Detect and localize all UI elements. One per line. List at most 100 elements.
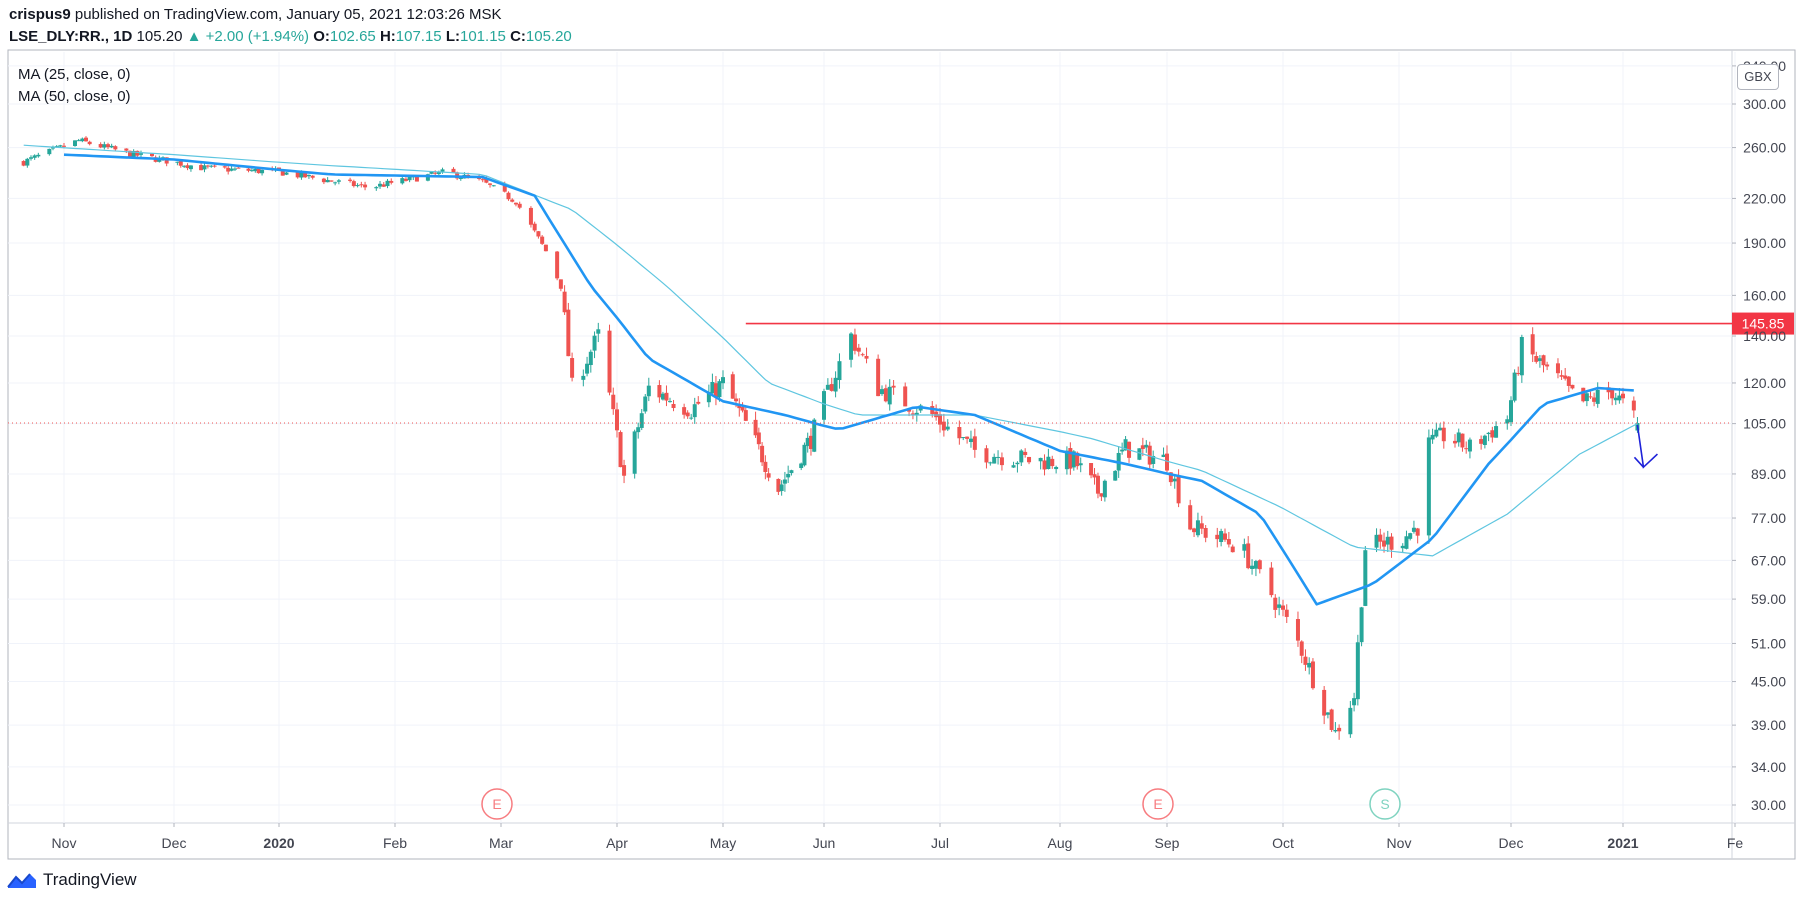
candle-body [1303,656,1308,665]
candle-body [1203,527,1208,538]
candle-body [585,363,590,374]
x-tick-label: Mar [489,835,513,851]
candle-body [776,478,781,492]
currency-badge[interactable]: GBX [1737,64,1779,90]
x-tick-label: 2021 [1607,835,1638,851]
candle-body [864,355,869,359]
candle-body [692,404,697,418]
candle-body [451,168,456,173]
candle-body [1071,451,1076,468]
candle-body [756,432,761,445]
ma50-line [23,144,1638,557]
author[interactable]: crispus9 [9,6,71,23]
x-tick-label: Feb [383,835,407,851]
candle-body [1011,465,1016,468]
candle-body [139,153,143,155]
candle-body [175,161,180,163]
candle-body [938,414,942,425]
candle-body [1322,689,1327,716]
candle-body [972,436,977,450]
candle-body [355,185,360,187]
candle-body [436,171,441,175]
candle-body [1595,389,1600,404]
candle-body [199,165,204,171]
x-tick-label: Sep [1155,835,1180,851]
candle-body [1378,534,1383,542]
candle-body [805,437,810,447]
x-tick-label: Nov [1387,835,1412,851]
candle-body [965,436,970,439]
candle-body [236,167,241,169]
y-tick-label: 120.00 [1743,375,1786,391]
candle-body [837,361,842,381]
candle-body [734,398,739,402]
event-marker-label: S [1380,796,1389,812]
candle-body [1068,448,1073,469]
candle-body [484,179,489,183]
candle-body [212,165,217,167]
candle-body [1519,336,1524,376]
candle-body [150,153,154,157]
candle-body [306,174,311,177]
candle-body [849,333,854,360]
candle-body [592,335,597,351]
candle-body [1168,472,1173,483]
moving-averages [23,144,1638,606]
candle-body [76,140,81,142]
candle-body [1617,395,1622,401]
candle-body [999,457,1004,466]
candle-body [403,178,408,181]
y-tick-label: 39.00 [1751,717,1786,733]
candle-body [566,309,571,357]
candle-body [321,178,326,183]
candle-body [359,184,364,186]
candle-body [789,470,794,474]
candle-body [802,444,807,466]
open-value: 102.65 [329,28,376,45]
candle-body [1089,463,1094,476]
candle-body [1516,373,1521,375]
earnings-event-marker [481,788,513,820]
candle-body [1610,389,1615,399]
candle-body [1337,727,1342,732]
legend-ma25[interactable]: MA (25, close, 0) [18,66,131,83]
candle-body [1464,448,1469,450]
candle-body [513,202,518,205]
candle-body [21,161,26,166]
candle-body [80,138,85,142]
candle-body [1453,440,1457,444]
candle-body [1215,534,1220,540]
candle-body [54,146,59,148]
candle-body [400,178,405,184]
candle-body [1054,466,1059,470]
candle-body [1050,458,1055,467]
candle-body [657,385,662,398]
candle-body [1374,534,1379,548]
candle-body [615,409,619,431]
candle-body [740,406,745,411]
candle-body [685,412,690,417]
candle-body [996,456,1001,458]
candle-body [87,141,92,145]
candle-body [1242,544,1247,551]
candle-body [329,180,334,182]
candle-body [202,165,207,170]
candle-body [664,392,669,401]
candle-body [532,223,537,231]
tradingview-brand[interactable]: TradingView [7,870,137,890]
x-tick-label: 2020 [263,835,294,851]
candle-body [491,185,496,187]
legend-ma50[interactable]: MA (50, close, 0) [18,88,131,105]
candle-body [440,169,445,172]
candle-body [883,388,888,402]
candle-body [1588,396,1593,398]
candle-body [209,165,214,167]
y-tick-label: 160.00 [1743,287,1786,303]
down-arrow [1636,424,1658,469]
high-value: 107.15 [395,28,442,45]
candle-body [766,473,771,478]
candle-body [1172,478,1177,482]
change: ▲ +2.00 (+1.94%) [186,28,310,45]
candle-body [1486,432,1491,435]
